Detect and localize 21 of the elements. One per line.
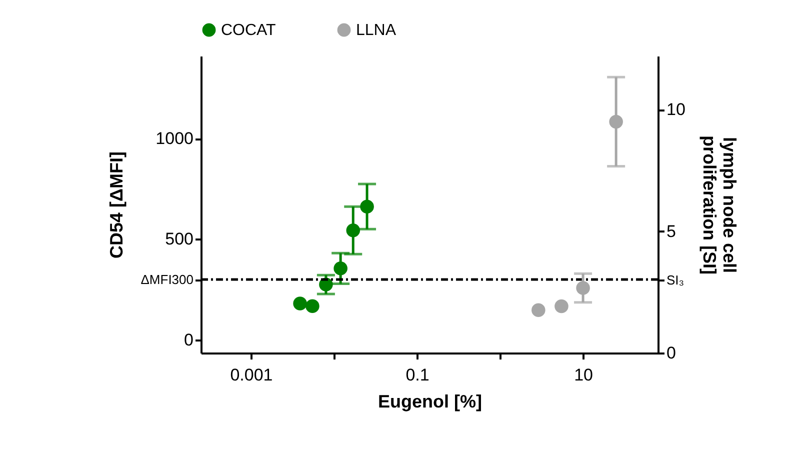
point xyxy=(306,299,320,313)
point xyxy=(293,296,307,310)
y-tick-label: ΔMFI300 xyxy=(140,272,194,288)
point xyxy=(360,200,374,214)
y-tick-label: 500 xyxy=(165,230,194,249)
x-tick-label: 10 xyxy=(574,366,593,384)
y-axis-title: CD54 [ΔMFI] xyxy=(106,152,127,258)
y2-tick-label: 0 xyxy=(666,344,676,362)
y2-axis-title: lymph node cell proliferation [SI] xyxy=(699,136,740,274)
legend-label: COCAT xyxy=(221,22,276,39)
point xyxy=(346,223,360,238)
y-tick-label: 1000 xyxy=(156,129,194,148)
point xyxy=(334,262,348,276)
legend-label: LLNA xyxy=(356,22,396,39)
y2-tick-label: 5 xyxy=(666,222,676,241)
y-tick-label: 0 xyxy=(184,330,194,350)
y2-tick-label: 10 xyxy=(666,100,686,120)
x-axis-title: Eugenol [%] xyxy=(378,392,482,412)
x-tick-label: 0.001 xyxy=(230,366,273,384)
x-tick-label: 0.1 xyxy=(406,366,430,384)
y2-tick-label: SI₃ xyxy=(666,272,684,288)
